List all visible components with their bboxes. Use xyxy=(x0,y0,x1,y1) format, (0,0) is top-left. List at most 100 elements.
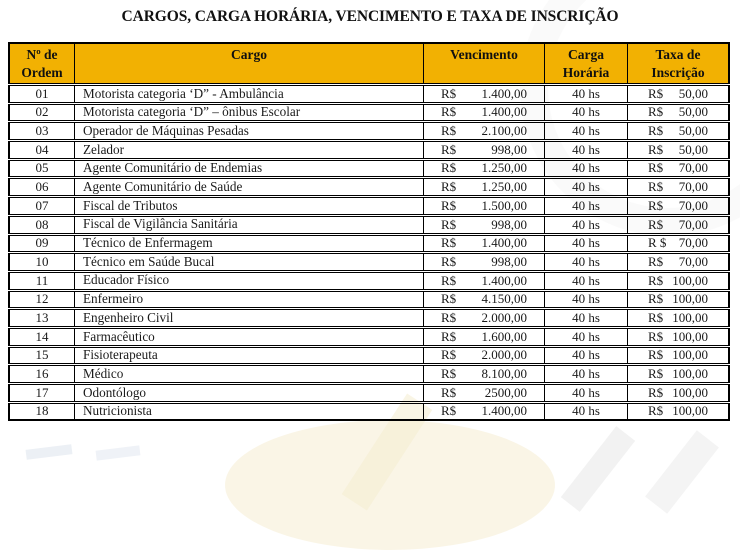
carga-horaria-cell: 40 hs xyxy=(545,271,628,290)
vencimento-cell: R$ 998,00 xyxy=(424,215,545,234)
amount-value: 4.150,00 xyxy=(481,291,528,307)
cargos-table: Nº de Ordem Cargo Vencimento Carga Horár… xyxy=(8,41,730,422)
money-value: R$ 2.000,00 xyxy=(441,347,527,363)
carga-horaria-cell: 40 hs xyxy=(545,234,628,253)
currency-symbol: R$ xyxy=(441,309,457,325)
vencimento-cell: R$ 998,00 xyxy=(424,253,545,271)
amount-value: 1.250,00 xyxy=(481,179,528,195)
currency-symbol: R$ xyxy=(648,328,664,344)
amount-value: 998,00 xyxy=(491,216,527,232)
vencimento-cell: R$ 1.250,00 xyxy=(424,159,545,178)
amount-value: 1.500,00 xyxy=(481,197,528,213)
currency-symbol: R$ xyxy=(648,366,664,381)
money-value: R$ 998,00 xyxy=(441,216,527,232)
amount-value: 50,00 xyxy=(678,104,708,120)
currency-symbol: R$ xyxy=(648,141,664,157)
table-row: 08 Fiscal de Vigilância Sanitária R$ 998,00… xyxy=(8,215,730,234)
money-value: R$ 50,00 xyxy=(648,85,708,101)
currency-symbol: R$ xyxy=(648,160,664,176)
money-value: R$ 70,00 xyxy=(648,197,708,213)
currency-symbol: R$ xyxy=(648,216,664,232)
table-row: 18 Nutricionista R$ 1.400,00 40 hs R$ 100,00 xyxy=(8,402,730,422)
watermark-blob-shape xyxy=(225,420,555,550)
cargo-cell: Motorista categoria ‘D” – ônibus Escolar xyxy=(75,103,424,122)
watermark-streak-shape xyxy=(645,430,719,514)
money-value: R $ 70,00 xyxy=(648,235,708,251)
ordem-cell: 02 xyxy=(8,103,75,122)
money-value: R$ 998,00 xyxy=(441,254,527,269)
cargo-cell: Agente Comunitário de Endemias xyxy=(75,159,424,178)
table-row: 09 Técnico de Enfermagem R$ 1.400,00 40 hs R … xyxy=(8,234,730,253)
vencimento-cell: R$ 1.500,00 xyxy=(424,197,545,215)
cargo-cell: Fiscal de Vigilância Sanitária xyxy=(75,215,424,234)
money-value: R$ 2500,00 xyxy=(441,385,527,400)
table-row: 17 Odontólogo R$ 2500,00 40 hs R$ 100,00 xyxy=(8,384,730,402)
taxa-inscricao-cell: R$ 100,00 xyxy=(628,365,730,383)
money-value: R$ 100,00 xyxy=(648,366,708,381)
currency-symbol: R$ xyxy=(648,179,664,195)
amount-value: 70,00 xyxy=(678,235,708,251)
money-value: R$ 70,00 xyxy=(648,179,708,195)
cargo-cell: Odontólogo xyxy=(75,384,424,402)
taxa-inscricao-cell: R$ 70,00 xyxy=(628,197,730,215)
money-value: R$ 70,00 xyxy=(648,216,708,232)
col-header-carga: Carga Horária xyxy=(545,42,628,84)
taxa-inscricao-cell: R$ 50,00 xyxy=(628,141,730,159)
vencimento-cell: R$ 1.400,00 xyxy=(424,402,545,422)
ordem-cell: 06 xyxy=(8,178,75,197)
currency-symbol: R$ xyxy=(648,197,664,213)
ordem-cell: 14 xyxy=(8,327,75,346)
cargo-cell: Motorista categoria ‘D” - Ambulância xyxy=(75,85,424,103)
carga-horaria-cell: 40 hs xyxy=(545,290,628,309)
money-value: R$ 100,00 xyxy=(648,385,708,400)
cargo-cell: Nutricionista xyxy=(75,402,424,422)
currency-symbol: R$ xyxy=(441,347,457,363)
taxa-inscricao-cell: R $ 70,00 xyxy=(628,234,730,253)
amount-value: 70,00 xyxy=(678,197,708,213)
table-row: 02 Motorista categoria ‘D” – ônibus Escol… xyxy=(8,103,730,122)
ordem-cell: 07 xyxy=(8,197,75,215)
vencimento-cell: R$ 2500,00 xyxy=(424,384,545,402)
cargo-cell: Engenheiro Civil xyxy=(75,309,424,327)
currency-symbol: R$ xyxy=(441,123,457,139)
taxa-inscricao-cell: R$ 100,00 xyxy=(628,271,730,290)
currency-symbol: R$ xyxy=(441,235,457,251)
money-value: R$ 1.400,00 xyxy=(441,273,527,288)
table-row: 05 Agente Comunitário de Endemias R$ 1.250,… xyxy=(8,159,730,178)
currency-symbol: R$ xyxy=(648,104,664,120)
carga-horaria-cell: 40 hs xyxy=(545,141,628,159)
table-row: 15 Fisioterapeuta R$ 2.000,00 40 hs R$ 100,00 xyxy=(8,346,730,365)
money-value: R$ 4.150,00 xyxy=(441,291,528,307)
currency-symbol: R$ xyxy=(441,328,457,344)
carga-horaria-cell: 40 hs xyxy=(545,103,628,122)
vencimento-cell: R$ 2.000,00 xyxy=(424,346,545,365)
money-value: R$ 2.100,00 xyxy=(441,123,527,139)
carga-horaria-cell: 40 hs xyxy=(545,215,628,234)
watermark-streak-shape xyxy=(95,445,141,461)
cargo-cell: Operador de Máquinas Pesadas xyxy=(75,122,424,141)
amount-value: 1.250,00 xyxy=(481,160,528,176)
ordem-cell: 12 xyxy=(8,290,75,309)
vencimento-cell: R$ 1.400,00 xyxy=(424,234,545,253)
vencimento-cell: R$ 1.400,00 xyxy=(424,103,545,122)
currency-symbol: R$ xyxy=(441,104,457,120)
taxa-inscricao-cell: R$ 100,00 xyxy=(628,290,730,309)
currency-symbol: R$ xyxy=(441,216,457,232)
table-row: 04 Zelador R$ 998,00 40 hs R$ 50,00 xyxy=(8,141,730,159)
taxa-inscricao-cell: R$ 70,00 xyxy=(628,178,730,197)
money-value: R$ 100,00 xyxy=(648,310,708,325)
ordem-cell: 15 xyxy=(8,346,75,365)
table-row: 06 Agente Comunitário de Saúde R$ 1.250,00 4… xyxy=(8,178,730,197)
cargo-cell: Fiscal de Tributos xyxy=(75,197,424,215)
money-value: R$ 2.000,00 xyxy=(441,309,527,325)
amount-value: 1.400,00 xyxy=(481,104,528,120)
ordem-cell: 18 xyxy=(8,402,75,422)
vencimento-cell: R$ 2.000,00 xyxy=(424,309,545,327)
carga-horaria-cell: 40 hs xyxy=(545,327,628,346)
ordem-cell: 17 xyxy=(8,384,75,402)
money-value: R$ 998,00 xyxy=(441,141,527,157)
vencimento-cell: R$ 8.100,00 xyxy=(424,365,545,383)
money-value: R$ 100,00 xyxy=(648,348,708,363)
amount-value: 50,00 xyxy=(678,85,708,101)
amount-value: 998,00 xyxy=(491,141,527,157)
